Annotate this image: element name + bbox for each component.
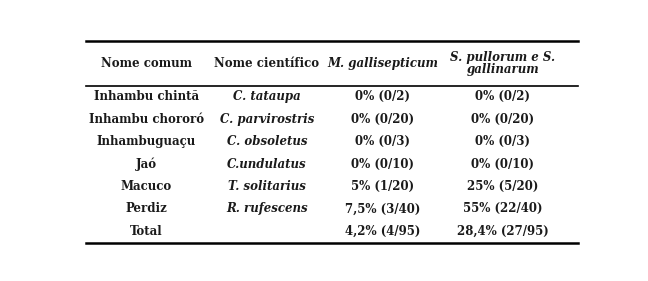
Text: 55% (22/40): 55% (22/40) [463,202,542,216]
Text: 7,5% (3/40): 7,5% (3/40) [345,202,420,216]
Text: 4,2% (4/95): 4,2% (4/95) [345,225,420,238]
Text: 0% (0/2): 0% (0/2) [476,90,530,103]
Text: 0% (0/10): 0% (0/10) [471,158,535,171]
Text: C.undulatus: C.undulatus [227,158,307,171]
Text: S. pullorum e S.: S. pullorum e S. [450,51,555,64]
Text: 25% (5/20): 25% (5/20) [467,180,538,193]
Text: C. parvirostris: C. parvirostris [220,113,314,126]
Text: C. tataupa: C. tataupa [233,90,301,103]
Text: Inhambu chintã: Inhambu chintã [94,90,199,103]
Text: R. rufescens: R. rufescens [226,202,308,216]
Text: M. gallisepticum: M. gallisepticum [327,57,438,70]
Text: 0% (0/2): 0% (0/2) [355,90,410,103]
Text: 0% (0/3): 0% (0/3) [476,135,530,148]
Text: Jaó: Jaó [135,157,157,171]
Text: Total: Total [130,225,163,238]
Text: Inhambu chororó: Inhambu chororó [89,113,204,126]
Text: Perdiz: Perdiz [126,202,167,216]
Text: 0% (0/10): 0% (0/10) [351,158,414,171]
Text: gallinarum: gallinarum [467,63,539,76]
Text: 28,4% (27/95): 28,4% (27/95) [457,225,549,238]
Text: 0% (0/20): 0% (0/20) [471,113,535,126]
Text: 5% (1/20): 5% (1/20) [351,180,414,193]
Text: T. solitarius: T. solitarius [228,180,306,193]
Text: 0% (0/20): 0% (0/20) [351,113,414,126]
Text: Nome comum: Nome comum [101,57,192,70]
Text: C. obsoletus: C. obsoletus [227,135,307,148]
Text: Nome científico: Nome científico [214,57,319,70]
Text: Inhambuguaçu: Inhambuguaçu [97,135,196,148]
Text: Macuco: Macuco [121,180,172,193]
Text: 0% (0/3): 0% (0/3) [355,135,410,148]
